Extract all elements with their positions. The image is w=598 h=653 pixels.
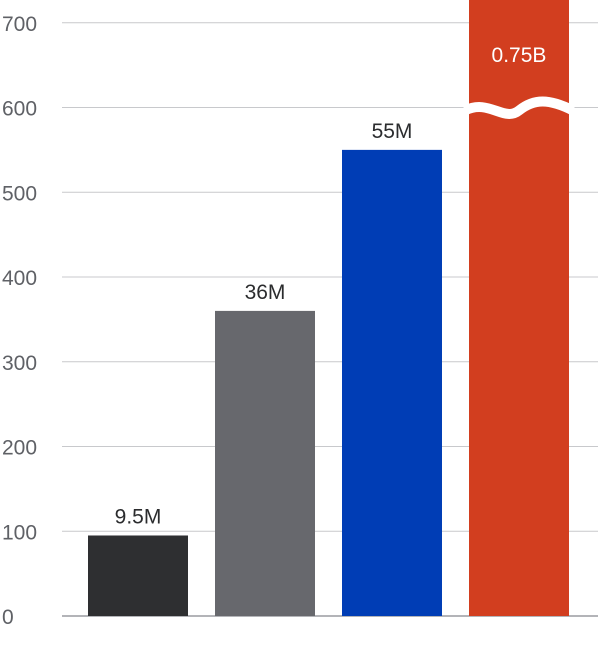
bar-3 (342, 149, 442, 616)
data-label-bar-1: 9.5M (115, 505, 162, 528)
data-label-bar-2: 36M (245, 281, 286, 304)
y-tick-label-400: 400 (2, 267, 37, 290)
y-tick-label-300: 300 (2, 352, 37, 375)
y-tick-label-200: 200 (2, 437, 37, 460)
data-label-bar-3: 55M (372, 120, 413, 143)
data-label-bar-4: 0.75B (492, 44, 547, 67)
bars (88, 0, 576, 616)
y-tick-label-600: 600 (2, 98, 37, 121)
bar-1 (88, 535, 188, 616)
axis-break-marker (462, 96, 576, 119)
bar-4 (469, 0, 569, 616)
y-axis-ticks: 0 100 200 300 400 500 600 700 (2, 13, 37, 629)
y-tick-label-500: 500 (2, 182, 37, 205)
y-tick-label-700: 700 (2, 13, 37, 36)
y-tick-label-0: 0 (2, 606, 14, 629)
y-tick-label-100: 100 (2, 521, 37, 544)
data-labels: 9.5M 36M 55M 0.75B (115, 44, 547, 528)
bar-2 (215, 310, 315, 616)
